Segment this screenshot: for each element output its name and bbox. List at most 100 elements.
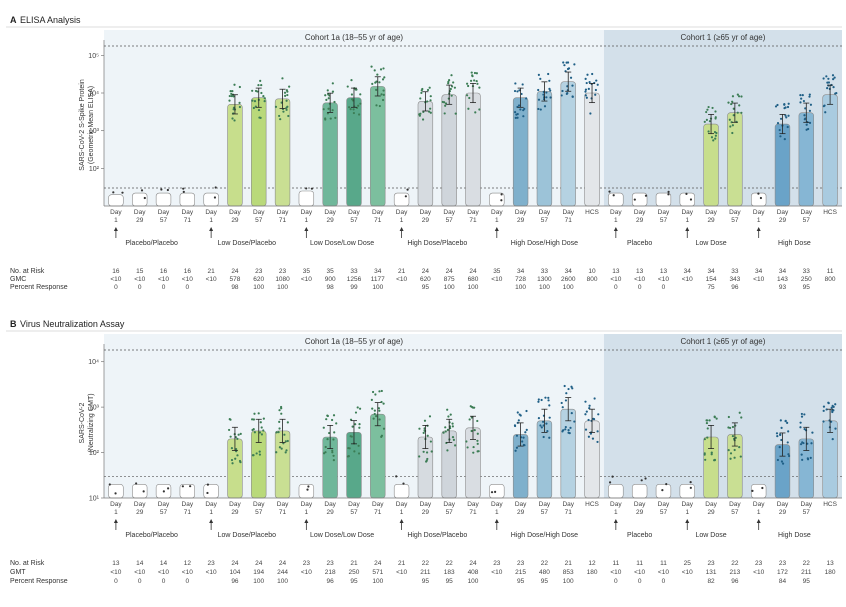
x-tick-label: Day bbox=[301, 209, 313, 216]
data-point bbox=[548, 436, 551, 439]
bar bbox=[132, 484, 148, 499]
table-cell: 34 bbox=[755, 268, 763, 275]
data-point bbox=[206, 483, 210, 486]
x-tick-sublabel: 29 bbox=[136, 217, 144, 224]
data-point bbox=[332, 454, 335, 457]
data-point bbox=[108, 483, 111, 486]
x-tick-label: Day bbox=[681, 501, 693, 508]
data-point bbox=[608, 481, 612, 484]
data-point bbox=[285, 449, 288, 452]
bar bbox=[750, 192, 767, 207]
data-point bbox=[275, 431, 278, 434]
x-tick-sublabel: 1 bbox=[614, 217, 618, 224]
data-point bbox=[573, 63, 576, 66]
bar bbox=[512, 97, 529, 207]
bar bbox=[608, 192, 624, 207]
data-point bbox=[759, 196, 763, 200]
data-point bbox=[350, 79, 353, 82]
data-point bbox=[729, 457, 732, 460]
data-point bbox=[331, 90, 335, 93]
data-point bbox=[731, 95, 735, 98]
data-point bbox=[428, 415, 432, 418]
table-cell: 100 bbox=[468, 284, 479, 291]
table-cell: 343 bbox=[729, 276, 740, 283]
group-label: High Dose bbox=[778, 240, 811, 247]
data-point bbox=[468, 96, 471, 100]
data-point bbox=[834, 403, 837, 406]
table-cell: 23 bbox=[517, 560, 525, 567]
data-point bbox=[799, 101, 802, 104]
table-cell: 0 bbox=[186, 578, 190, 585]
data-point bbox=[382, 402, 385, 405]
data-point bbox=[515, 446, 519, 449]
data-point bbox=[586, 73, 589, 76]
data-point bbox=[286, 105, 289, 108]
data-point bbox=[357, 444, 360, 447]
x-tick-sublabel: 57 bbox=[660, 217, 668, 224]
data-point bbox=[472, 445, 475, 449]
table-cell: 12 bbox=[588, 560, 596, 567]
data-point bbox=[594, 93, 597, 96]
bar bbox=[203, 192, 219, 207]
x-tick-sublabel: 1 bbox=[305, 217, 309, 224]
data-point bbox=[705, 118, 708, 121]
y-tick-label: 10³ bbox=[89, 405, 100, 412]
x-tick-sublabel: 57 bbox=[731, 217, 739, 224]
data-point bbox=[544, 396, 547, 399]
data-point bbox=[521, 440, 524, 443]
x-tick-sublabel: 57 bbox=[660, 509, 668, 516]
data-point bbox=[567, 67, 571, 70]
data-point bbox=[347, 446, 350, 450]
table-cell: 22 bbox=[422, 560, 430, 567]
data-point bbox=[731, 100, 734, 103]
table-cell: 218 bbox=[325, 569, 336, 576]
data-point bbox=[354, 88, 357, 91]
x-tick-label: Day bbox=[729, 501, 741, 508]
vaccination-arrowhead bbox=[756, 227, 761, 231]
table-cell: 82 bbox=[707, 578, 715, 585]
data-point bbox=[706, 427, 709, 430]
data-point bbox=[540, 398, 543, 402]
data-point bbox=[422, 431, 425, 434]
data-point bbox=[476, 82, 479, 85]
x-tick-label: Day bbox=[467, 501, 479, 508]
data-point bbox=[429, 95, 432, 98]
table-cell: <10 bbox=[634, 276, 645, 283]
x-tick-label: Day bbox=[324, 209, 336, 216]
data-point bbox=[182, 190, 185, 193]
data-point bbox=[739, 455, 742, 458]
data-point bbox=[142, 490, 145, 493]
table-cell: 480 bbox=[539, 569, 550, 576]
y-tick-label: 10⁴ bbox=[88, 359, 99, 366]
table-cell: 131 bbox=[706, 569, 717, 576]
x-tick-sublabel: 57 bbox=[541, 509, 549, 516]
table-cell: 14 bbox=[160, 560, 168, 567]
x-tick-label: Day bbox=[705, 501, 717, 508]
data-point bbox=[525, 97, 528, 100]
data-point bbox=[596, 430, 599, 433]
data-point bbox=[238, 85, 241, 89]
data-point bbox=[596, 440, 599, 444]
data-point bbox=[708, 120, 712, 123]
vaccination-arrowhead bbox=[613, 227, 618, 231]
table-cell: 35 bbox=[493, 268, 501, 275]
table-cell: 98 bbox=[231, 284, 239, 291]
vaccination-arrowhead bbox=[209, 519, 214, 523]
data-point bbox=[230, 92, 233, 95]
data-point bbox=[567, 387, 570, 391]
data-point bbox=[514, 449, 517, 452]
vaccination-arrowhead bbox=[494, 227, 499, 231]
vaccination-arrowhead bbox=[613, 519, 618, 523]
data-point bbox=[333, 100, 336, 104]
data-point bbox=[730, 121, 733, 124]
data-point bbox=[830, 420, 833, 423]
data-point bbox=[465, 440, 468, 443]
data-point bbox=[381, 78, 385, 81]
table-cell: 13 bbox=[826, 560, 834, 567]
x-tick-sublabel: 71 bbox=[469, 217, 477, 224]
data-point bbox=[732, 114, 735, 117]
data-point bbox=[335, 422, 338, 425]
vaccination-arrowhead bbox=[685, 519, 690, 523]
data-point bbox=[380, 434, 384, 437]
data-point bbox=[447, 82, 450, 85]
